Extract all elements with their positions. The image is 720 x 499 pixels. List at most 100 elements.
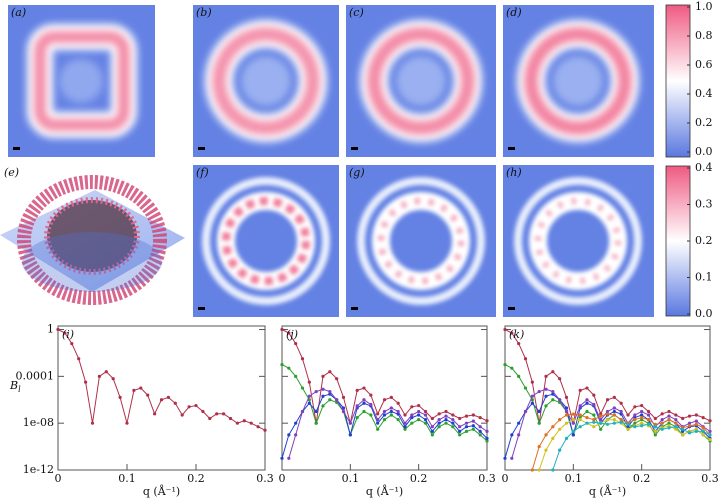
data-point [369,413,373,417]
data-point [612,418,616,422]
data-point [653,422,657,426]
data-point [389,413,393,417]
data-point [592,413,596,417]
data-point [517,433,521,437]
data-point [280,363,284,367]
data-point [139,386,143,390]
data-point [626,427,630,431]
data-point [471,413,475,417]
data-point [478,429,482,433]
data-point [530,394,534,398]
data-point [605,422,610,426]
data-point [585,415,589,420]
colorbar-tick-label: 1.0 [695,0,713,13]
data-point [328,389,332,394]
data-point [564,395,569,399]
data-point [300,386,305,390]
data-point [437,418,441,422]
data-point [242,419,246,423]
data-point [640,421,644,425]
data-point [646,422,651,426]
data-point [585,409,589,414]
data-point [335,398,339,402]
data-point [633,405,637,409]
data-point [382,413,387,417]
density-map [503,165,654,317]
data-point [640,403,644,408]
x-tick-label: 0.2 [410,472,428,485]
data-point [571,429,575,433]
data-point [510,433,514,437]
data-point [605,412,610,416]
data-point [694,413,698,417]
x-tick-label: 0.1 [118,472,136,485]
data-point [564,409,569,414]
data-point [592,402,596,407]
data-point [471,424,475,428]
data-point [558,427,562,431]
data-point [660,418,664,422]
data-point [667,421,671,425]
data-point [687,414,692,418]
density-map [503,5,654,157]
data-point [558,398,562,402]
data-point [341,395,346,399]
data-point [633,425,637,429]
data-point [389,395,393,399]
data-point [612,395,616,399]
data-point [90,421,95,425]
data-point [430,433,434,437]
data-point [410,415,414,420]
data-point [517,421,521,425]
data-point [640,409,644,414]
x-tick-label: 0.1 [342,472,360,485]
x-tick-label: 0 [279,472,286,485]
data-point [653,425,657,429]
data-point [355,388,359,393]
data-point [369,402,373,407]
x-tick-label: 0.2 [187,472,205,485]
data-point [599,418,603,422]
data-point [215,412,219,416]
data-point [564,436,569,441]
data-point [660,412,664,416]
density-map [193,5,339,157]
data-point [571,433,575,437]
colorbar-tick-label: 0.1 [695,271,713,284]
data-point [77,357,81,361]
data-point [544,387,548,391]
data-point [537,444,541,449]
x-tick-label: 0.2 [633,472,651,485]
data-point [464,421,469,425]
data-point [173,401,177,405]
data-point [571,418,575,422]
data-point [187,405,191,409]
data-point [389,409,393,414]
data-point [328,392,332,396]
data-point [159,398,164,402]
x-axis-label: q (Å⁻¹) [589,484,626,498]
data-point [417,409,421,414]
data-point [444,421,448,425]
data-point [544,433,548,437]
data-point [592,420,596,424]
data-point [619,420,623,424]
density-map [8,5,155,157]
panel-label: (i) [62,328,74,341]
data-point [111,377,115,381]
data-point [687,424,692,428]
panel-label: (a) [11,6,26,19]
data-point [544,404,548,408]
x-tick-label: 0.3 [701,472,719,485]
data-point [510,366,514,370]
x-tick-label: 0 [502,472,509,485]
data-point [362,409,366,414]
data-point [410,413,414,417]
data-point [633,418,637,422]
density-map [346,5,496,157]
data-point [403,413,407,417]
data-point [410,405,414,409]
data-point [551,389,555,394]
data-point [423,413,428,417]
data-point [612,406,616,410]
